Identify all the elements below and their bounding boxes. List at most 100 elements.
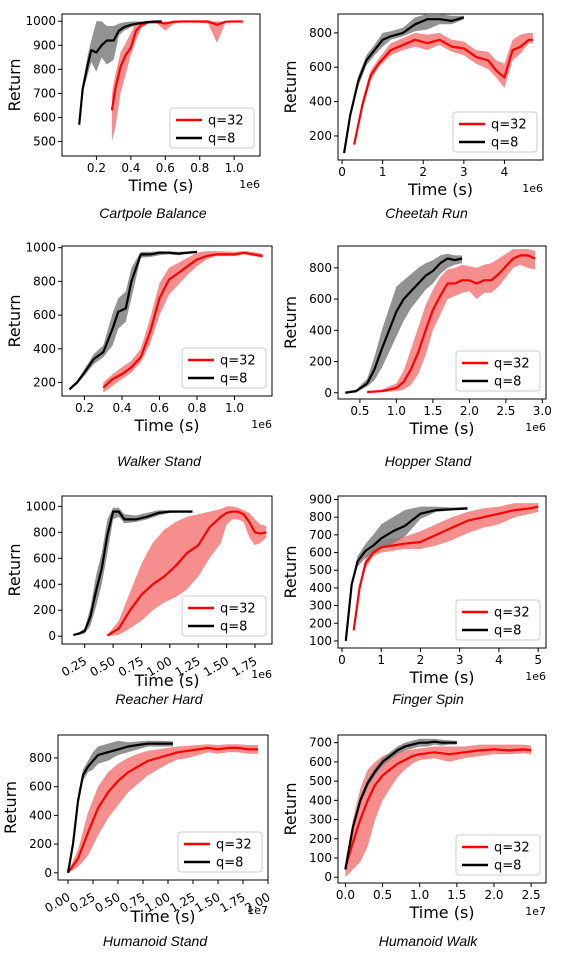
panel-caption: Reacher Hard <box>115 691 203 707</box>
confidence-band-q=32 <box>353 503 539 633</box>
y-tick-label: 800 <box>33 62 56 76</box>
series-layer <box>73 506 267 637</box>
legend-label: q=8 <box>494 375 521 390</box>
series-line-q=32 <box>106 510 267 637</box>
y-tick-label: 200 <box>29 837 52 851</box>
y-tick-label: 300 <box>309 813 332 827</box>
legend-label: q=8 <box>216 856 243 871</box>
y-axis-label: Return <box>281 782 300 835</box>
y-tick-label: 200 <box>309 355 332 369</box>
series-line-q=8 <box>66 742 173 873</box>
y-tick-label: 700 <box>309 528 332 542</box>
y-tick-label: 600 <box>309 755 332 769</box>
y-tick-label: 800 <box>29 751 52 765</box>
legend-label: q=8 <box>491 136 518 151</box>
y-tick-label: 800 <box>309 510 332 524</box>
confidence-band-q=32 <box>345 744 532 878</box>
panel-caption: Cartpole Balance <box>99 205 207 221</box>
x-axis-label: Time (s) <box>408 668 474 687</box>
series-line-q=8 <box>68 250 198 391</box>
x-axis-label: Time (s) <box>133 416 199 435</box>
y-tick-label: 700 <box>309 736 332 750</box>
x-tick-label: 0 <box>338 653 346 667</box>
x-axis-label: Time (s) <box>129 907 195 926</box>
legend-label: q=32 <box>220 354 256 369</box>
series-layer <box>345 249 536 394</box>
confidence-band-q=32 <box>103 251 263 393</box>
y-tick-label: 400 <box>309 95 332 109</box>
y-tick-label: 1000 <box>25 241 56 255</box>
x-scale-multiplier: 1e6 <box>239 178 260 191</box>
chart-panel: 0.2 0.4 0.6 0.8 1.0 500 600 700 800 900 1000 Time (… <box>5 13 261 221</box>
x-scale-multiplier: 1e7 <box>247 904 268 917</box>
series-line-q=8 <box>78 20 162 125</box>
y-tick-label: 1000 <box>25 499 56 513</box>
x-tick-label: 0.0 <box>336 888 355 902</box>
x-tick-label: 2.5 <box>522 888 541 902</box>
x-tick-label: 2.5 <box>496 404 515 418</box>
x-tick-label: 0.2 <box>75 401 94 415</box>
y-tick-label: 900 <box>33 38 56 52</box>
series-line-q=32 <box>102 251 263 389</box>
x-tick-label: 2.0 <box>484 888 503 902</box>
x-tick-label: 1.5 <box>423 404 442 418</box>
series-line-q=32 <box>110 20 243 111</box>
y-tick-label: 0 <box>48 629 56 643</box>
x-tick-label: 1.0 <box>225 401 244 415</box>
legend-label: q=32 <box>494 606 530 621</box>
x-tick-label: 0.4 <box>121 161 140 175</box>
x-tick-label: 0.6 <box>156 161 175 175</box>
series-layer <box>66 740 258 874</box>
series-line-q=8 <box>344 507 468 642</box>
legend-label: q=8 <box>494 859 521 874</box>
y-tick-label: 600 <box>33 308 56 322</box>
x-tick-label: 0.5 <box>373 888 392 902</box>
y-tick-label: 1000 <box>25 14 56 28</box>
series-line-q=8 <box>343 16 465 154</box>
y-axis-label: Return <box>1 781 20 834</box>
x-tick-label: 1.0 <box>410 888 429 902</box>
x-tick-label: 1 <box>377 653 385 667</box>
y-tick-label: 200 <box>33 376 56 390</box>
x-tick-label: 5 <box>534 653 542 667</box>
chart-panel: 0.000.250.500.751.001.251.501.752.000200… <box>1 734 273 949</box>
y-axis-label: Return <box>281 60 300 113</box>
panel-caption: Hopper Stand <box>385 453 473 469</box>
x-tick-label: 3 <box>456 653 464 667</box>
x-axis-label: Time (s) <box>407 180 473 199</box>
y-tick-label: 500 <box>309 563 332 577</box>
x-tick-label: 2.0 <box>460 404 479 418</box>
x-tick-label: 2 <box>419 165 427 179</box>
y-tick-label: 600 <box>33 110 56 124</box>
y-tick-label: 100 <box>309 634 332 648</box>
x-tick-label: 2 <box>417 653 425 667</box>
y-axis-label: Return <box>5 58 24 111</box>
confidence-band-q=32 <box>367 249 536 393</box>
y-tick-label: 800 <box>309 26 332 40</box>
series-line-q=8 <box>73 510 193 636</box>
y-tick-label: 800 <box>309 261 332 275</box>
y-axis-label: Return <box>281 545 300 598</box>
y-tick-label: 600 <box>29 780 52 794</box>
chart-panel: 0 1 2 3 4 200 400 600 800 Time (s) Return 1e6 q=32 q=… <box>281 13 544 221</box>
legend-label: q=32 <box>494 357 530 372</box>
confidence-band-q=32 <box>107 506 267 637</box>
legend-label: q=8 <box>220 620 247 635</box>
y-tick-label: 200 <box>309 616 332 630</box>
y-tick-label: 200 <box>309 129 332 143</box>
series-line-q=32 <box>353 38 533 145</box>
x-scale-multiplier: 1e6 <box>525 421 546 434</box>
y-tick-label: 600 <box>33 551 56 565</box>
y-tick-label: 200 <box>309 832 332 846</box>
y-tick-label: 100 <box>309 851 332 865</box>
panel-caption: Humanoid Stand <box>103 933 209 949</box>
y-axis-label: Return <box>281 296 300 349</box>
y-tick-label: 0 <box>324 386 332 400</box>
y-tick-label: 400 <box>309 793 332 807</box>
y-tick-label: 800 <box>33 525 56 539</box>
x-tick-label: 0.25 <box>59 654 89 679</box>
legend-label: q=32 <box>216 838 252 853</box>
x-scale-multiplier: 1e6 <box>522 182 543 195</box>
